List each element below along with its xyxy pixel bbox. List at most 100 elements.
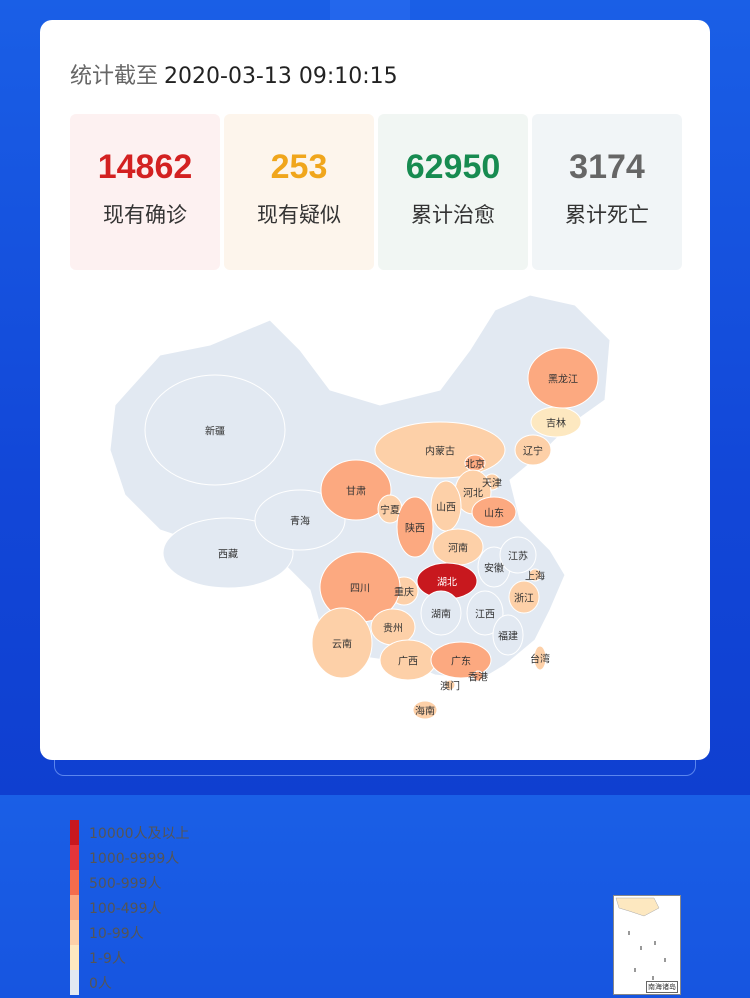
- legend-label: 1-9人: [89, 950, 126, 967]
- legend-swatch: [70, 920, 79, 945]
- province-28[interactable]: [430, 641, 492, 679]
- province-label: 重庆: [394, 587, 414, 599]
- province-label: 香港: [468, 672, 488, 684]
- legend-item[interactable]: 500-999人: [70, 870, 190, 895]
- province-29[interactable]: [492, 614, 524, 656]
- province-11[interactable]: [471, 496, 517, 528]
- province-label: 山西: [436, 502, 456, 514]
- province-label: 澳门: [440, 681, 460, 693]
- stat-value: 253: [270, 148, 328, 186]
- legend-label: 500-999人: [89, 875, 162, 892]
- province-20[interactable]: [508, 580, 540, 614]
- province-label: 江西: [475, 609, 495, 621]
- province-3[interactable]: [320, 459, 392, 521]
- province-32[interactable]: [444, 679, 456, 691]
- legend-label: 10000人及以上: [89, 825, 190, 842]
- province-0[interactable]: [144, 374, 286, 486]
- province-label: 云南: [332, 639, 352, 651]
- province-label: 贵州: [383, 623, 403, 635]
- legend-label: 0人: [89, 975, 112, 992]
- inset-map: [615, 897, 666, 980]
- province-label: 天津: [482, 478, 502, 490]
- province-5[interactable]: [396, 496, 434, 558]
- background-decoration: [330, 0, 410, 20]
- legend-swatch: [70, 945, 79, 970]
- province-19[interactable]: [528, 568, 542, 582]
- province-label: 台湾: [530, 654, 550, 666]
- legend-label: 100-499人: [89, 900, 162, 917]
- stat-total-cured: 62950 累计治愈: [378, 114, 528, 270]
- province-label: 山东: [484, 508, 504, 520]
- province-26[interactable]: [311, 607, 373, 679]
- stat-label: 现有疑似: [257, 203, 341, 227]
- province-31[interactable]: [472, 670, 484, 682]
- province-label: 新疆: [205, 426, 225, 438]
- province-label: 宁夏: [380, 505, 400, 517]
- update-time: 统计截至 2020-03-13 09:10:15: [70, 58, 398, 90]
- province-14[interactable]: [527, 347, 599, 409]
- legend-swatch: [70, 895, 79, 920]
- province-label: 上海: [525, 571, 545, 583]
- stat-value: 3174: [569, 148, 645, 186]
- legend-label: 10-99人: [89, 925, 144, 942]
- legend-label: 1000-9999人: [89, 850, 180, 867]
- province-label: 海南: [415, 706, 435, 718]
- province-label: 广东: [451, 656, 471, 668]
- province-label: 甘肃: [346, 486, 366, 498]
- map-legend: 10000人及以上 1000-9999人 500-999人 100-499人 10-99…: [70, 820, 190, 995]
- province-1[interactable]: [162, 517, 294, 589]
- stat-value: 14862: [97, 148, 193, 186]
- stats-row: 14862 现有确诊 253 现有疑似 62950 累计治愈 3174 累计死亡: [70, 114, 682, 270]
- province-22[interactable]: [420, 590, 462, 636]
- province-33[interactable]: [412, 700, 438, 720]
- province-21[interactable]: [466, 590, 504, 636]
- south-china-sea-inset: 南海诸岛: [613, 895, 681, 995]
- stat-label: 累计死亡: [565, 203, 649, 227]
- card-shadow-frame: [54, 748, 696, 776]
- province-label: 陕西: [405, 523, 425, 535]
- stat-value: 62950: [405, 148, 501, 186]
- province-label: 江苏: [508, 551, 528, 563]
- province-label: 北京: [465, 459, 485, 471]
- legend-swatch: [70, 820, 79, 845]
- update-time-label: 统计截至: [70, 64, 159, 89]
- province-label: 四川: [350, 583, 370, 595]
- province-30[interactable]: [533, 645, 547, 671]
- stat-label: 累计治愈: [411, 203, 495, 227]
- province-label: 福建: [498, 631, 518, 643]
- stats-card: 统计截至 2020-03-13 09:10:15 14862 现有确诊 253 现有疑…: [40, 20, 710, 995]
- legend-swatch: [70, 870, 79, 895]
- stat-label: 现有确诊: [103, 203, 187, 227]
- province-label: 辽宁: [523, 446, 543, 458]
- legend-item[interactable]: 100-499人: [70, 895, 190, 920]
- inset-caption: 南海诸岛: [646, 981, 678, 993]
- province-label: 青海: [290, 516, 310, 528]
- province-label: 安徽: [484, 563, 504, 575]
- province-label: 西藏: [218, 549, 238, 561]
- province-label: 吉林: [546, 418, 566, 430]
- stat-total-deaths: 3174 累计死亡: [532, 114, 682, 270]
- legend-item[interactable]: 10-99人: [70, 920, 190, 945]
- province-label: 湖北: [437, 577, 457, 589]
- province-label: 黑龙江: [548, 374, 578, 386]
- legend-item[interactable]: 1-9人: [70, 945, 190, 970]
- update-time-value: 2020-03-13 09:10:15: [164, 64, 398, 89]
- china-map-svg: [109, 294, 611, 720]
- province-label: 浙江: [514, 593, 534, 605]
- province-2[interactable]: [254, 489, 346, 551]
- province-label: 河北: [463, 488, 483, 500]
- stat-current-confirmed: 14862 现有确诊: [70, 114, 220, 270]
- legend-swatch: [70, 845, 79, 870]
- province-label: 河南: [448, 543, 468, 555]
- legend-item[interactable]: 0人: [70, 970, 190, 995]
- province-label: 湖南: [431, 609, 451, 621]
- province-label: 广西: [398, 656, 418, 668]
- province-label: 内蒙古: [425, 446, 455, 458]
- legend-item[interactable]: 1000-9999人: [70, 845, 190, 870]
- china-map[interactable]: 新疆西藏 青海 甘肃宁夏 陕西 内蒙古 北京天津 河北 山西山东 辽宁 吉林 黑龙江河南湖北 安徽 江苏…: [40, 280, 710, 995]
- stat-current-suspected: 253 现有疑似: [224, 114, 374, 270]
- province-18[interactable]: [499, 536, 537, 574]
- legend-item[interactable]: 10000人及以上: [70, 820, 190, 845]
- legend-swatch: [70, 970, 79, 995]
- province-12[interactable]: [514, 434, 552, 466]
